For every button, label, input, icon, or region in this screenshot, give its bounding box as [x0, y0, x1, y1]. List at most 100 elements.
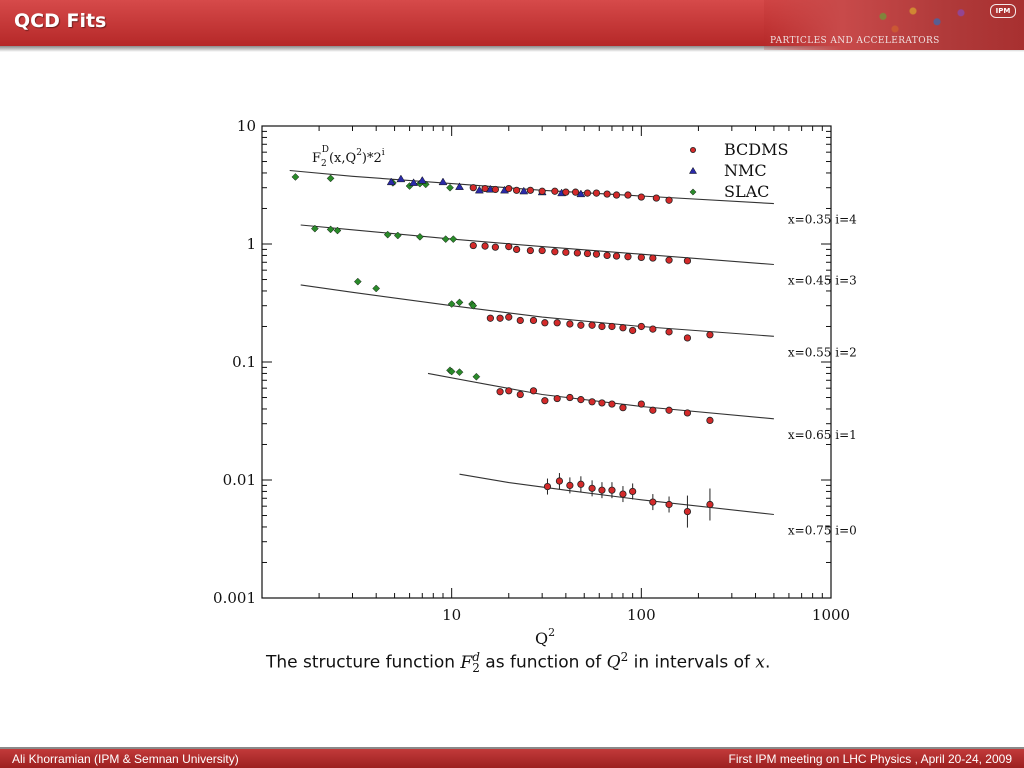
- bcdms-point: [553, 394, 561, 403]
- bcdms-point: [513, 186, 521, 194]
- nmc-point: [417, 176, 427, 184]
- bcdms-point: [624, 253, 632, 261]
- slac-point: [441, 235, 450, 243]
- slac-point: [383, 230, 392, 239]
- bcdms-point: [608, 322, 616, 331]
- y-tick-label: 0.001: [213, 589, 256, 607]
- bcdms-point: [612, 191, 621, 199]
- y-tick-label: 0.01: [223, 471, 256, 489]
- bcdms-point: [566, 481, 574, 489]
- bcdms-point: [665, 196, 673, 204]
- slac-point: [455, 298, 464, 307]
- caption-mid2: in intervals of: [628, 652, 756, 673]
- bcdms-point: [505, 184, 513, 193]
- bcdms-point: [665, 406, 673, 414]
- bin-label: x=0.75 i=0: [788, 524, 857, 538]
- y-tick-label: 1: [246, 235, 256, 253]
- bcdms-point: [588, 321, 596, 329]
- slac-point: [472, 372, 481, 381]
- nmc-point: [455, 182, 464, 190]
- y-axis-label-sub: 2: [321, 159, 327, 169]
- slac-point: [353, 277, 362, 286]
- x-tick-label: 1000: [812, 606, 850, 624]
- bcdms-point: [588, 398, 596, 406]
- slac-point: [333, 226, 342, 235]
- caption-x-symbol: x: [755, 652, 765, 673]
- axis-ticks: [262, 126, 831, 598]
- y-axis-label-args-sup: 2: [356, 148, 362, 158]
- bcdms-point: [505, 243, 513, 251]
- bcdms-point: [553, 319, 561, 327]
- bcdms-point: [486, 314, 494, 322]
- bcdms-point: [612, 252, 621, 260]
- structure-function-chart: 10 100 1000 10 1 0.1 0.01 0.001 x=0.35 i=4 x=0.4…: [213, 117, 857, 648]
- bcdms-point: [541, 397, 549, 405]
- bin-label: x=0.45 i=3: [788, 274, 857, 288]
- bcdms-point: [555, 477, 564, 485]
- fit-curve: [427, 372, 774, 420]
- logo-text: PARTICLES AND ACCELERATORS: [770, 36, 940, 46]
- bcdms-point: [541, 319, 549, 327]
- bcdms-point: [649, 406, 657, 414]
- fit-curve: [300, 224, 774, 266]
- bcdms-point: [526, 246, 534, 255]
- caption-middle: as function of: [479, 652, 607, 673]
- caption-f-sup: d: [472, 650, 480, 665]
- bcdms-point: [583, 249, 592, 258]
- bcdms-point: [481, 184, 489, 193]
- bcdms-point: [637, 322, 645, 331]
- bcdms-point: [566, 393, 574, 402]
- slac-point: [455, 368, 464, 377]
- bcdms-point: [516, 316, 524, 325]
- bcdms-point: [551, 187, 559, 195]
- bcdms-point: [577, 321, 585, 329]
- fit-curves: [289, 169, 774, 516]
- bcdms-point: [690, 146, 697, 153]
- bcdms-point: [619, 404, 627, 412]
- bcdms-point: [562, 248, 570, 256]
- bcdms-point: [665, 500, 673, 509]
- bcdms-point: [683, 257, 692, 265]
- legend-label: SLAC: [724, 182, 769, 201]
- bcdms-point: [551, 248, 559, 256]
- caption-q-symbol: Q: [606, 652, 621, 673]
- bin-label: x=0.65 i=1: [788, 428, 857, 442]
- bcdms-point: [624, 191, 632, 199]
- nmc-point: [688, 166, 698, 174]
- bcdms-point: [603, 190, 611, 198]
- bcdms-point: [706, 500, 714, 509]
- x-tick-label: 100: [627, 606, 656, 624]
- slac-point: [447, 367, 456, 376]
- footer-event: First IPM meeting on LHC Physics , April…: [728, 752, 1012, 766]
- bcdms-point: [538, 187, 546, 195]
- bcdms-point: [513, 245, 521, 253]
- legend-label: NMC: [724, 161, 767, 180]
- slac-point: [446, 183, 454, 192]
- caption-prefix: The structure function: [266, 652, 461, 673]
- bcdms-point: [649, 498, 657, 506]
- legend-label: BCDMS: [724, 140, 788, 159]
- y-axis-label-sup: D: [322, 145, 329, 155]
- fit-curve: [459, 473, 774, 516]
- bcdms-point: [619, 490, 627, 498]
- x-axis-label-sup: 2: [548, 626, 555, 639]
- bcdms-point: [683, 334, 692, 342]
- y-axis-label-args: (x,Q: [329, 151, 356, 166]
- x-axis-label: Q2: [535, 626, 555, 648]
- footer-author: Ali Khorramian (IPM & Semnan University): [12, 752, 239, 766]
- y-tick-label: 0.1: [232, 353, 256, 371]
- bcdms-point: [592, 250, 601, 258]
- bcdms-point: [665, 328, 673, 336]
- bcdms-point: [496, 388, 504, 396]
- bcdms-point: [491, 185, 499, 194]
- bcdms-point: [481, 242, 489, 250]
- slac-point: [447, 300, 456, 308]
- nmc-point: [409, 178, 419, 186]
- nmc-point: [438, 177, 448, 186]
- bin-label: x=0.55 i=2: [788, 345, 857, 359]
- bcdms-point: [619, 324, 627, 332]
- slac-point: [416, 232, 424, 241]
